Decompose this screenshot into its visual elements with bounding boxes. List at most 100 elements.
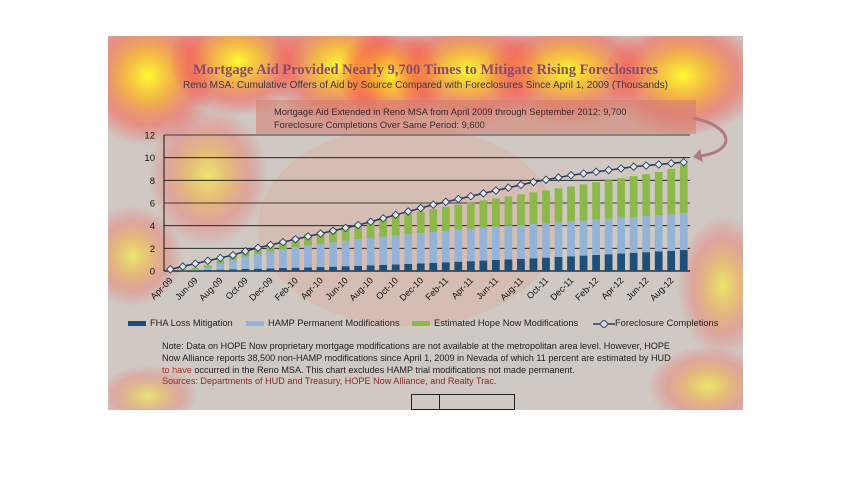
callout-arrow-head	[693, 149, 703, 162]
bar-hamp-permanent-modifications	[642, 216, 651, 253]
y-tick-label: 10	[144, 153, 155, 164]
bar-hamp-permanent-modifications	[579, 220, 588, 256]
bar-hamp-permanent-modifications	[379, 236, 388, 265]
bar-estimated-hope-now-modifications	[354, 223, 363, 240]
bar-fha-loss-mitigation	[529, 258, 538, 271]
bar-estimated-hope-now-modifications	[642, 174, 651, 217]
bar-estimated-hope-now-modifications	[629, 176, 638, 217]
bar-hamp-permanent-modifications	[554, 222, 563, 257]
x-tick-label: Aug-12	[648, 275, 676, 303]
bar-fha-loss-mitigation	[416, 263, 425, 271]
bar-hamp-permanent-modifications	[404, 234, 413, 264]
foreclosure-point	[641, 161, 651, 170]
bar-hamp-permanent-modifications	[617, 217, 626, 254]
note-line-2: Now Alliance reports 38,500 non-HAMP mod…	[162, 352, 671, 363]
foreclosure-point	[466, 191, 476, 201]
foreclosure-point	[165, 264, 175, 274]
x-tick-label: Jun-12	[624, 275, 651, 302]
bar-fha-loss-mitigation	[629, 252, 638, 271]
x-tick-label: Jun-09	[173, 275, 200, 302]
bar-fha-loss-mitigation	[554, 256, 563, 271]
bar-hamp-permanent-modifications	[354, 239, 363, 266]
bar-fha-loss-mitigation	[354, 265, 363, 271]
bar-estimated-hope-now-modifications	[404, 213, 413, 235]
bar-hamp-permanent-modifications	[479, 227, 488, 261]
foreclosure-point	[216, 253, 225, 263]
bar-hamp-permanent-modifications	[416, 233, 425, 264]
bar-estimated-hope-now-modifications	[504, 196, 513, 226]
foreclosure-point	[529, 177, 538, 187]
bar-estimated-hope-now-modifications	[379, 218, 388, 237]
bar-hamp-permanent-modifications	[329, 242, 337, 267]
bar-hamp-permanent-modifications	[529, 224, 538, 259]
legend-item-fha: FHA Loss Mitigation	[128, 318, 233, 328]
foreclosure-point	[341, 223, 350, 233]
bar-fha-loss-mitigation	[654, 251, 663, 271]
bar-hamp-permanent-modifications	[592, 219, 600, 255]
bar-hamp-permanent-modifications	[391, 235, 400, 265]
bar-fha-loss-mitigation	[679, 250, 688, 271]
legend-swatch-fha	[128, 321, 146, 327]
foreclosure-point	[541, 175, 551, 185]
legend-item-hopenow: Estimated Hope Now Modifications	[412, 318, 578, 328]
bar-estimated-hope-now-modifications	[203, 265, 212, 268]
x-tick-label: Oct-10	[374, 275, 400, 301]
bar-estimated-hope-now-modifications	[466, 202, 475, 229]
bar-fha-loss-mitigation	[441, 262, 450, 271]
foreclosure-point	[228, 250, 238, 260]
bar-fha-loss-mitigation	[191, 270, 200, 271]
x-tick-label: Aug-09	[197, 275, 225, 303]
bar-hamp-permanent-modifications	[366, 237, 375, 266]
bar-fha-loss-mitigation	[341, 266, 350, 271]
x-tick-label: Aug-11	[498, 275, 525, 302]
footnote: Note: Data on HOPE Now proprietary mortg…	[162, 341, 682, 388]
bar-fha-loss-mitigation	[291, 267, 300, 271]
bar-estimated-hope-now-modifications	[429, 209, 438, 232]
bar-fha-loss-mitigation	[604, 254, 613, 271]
legend-label-foreclosures: Foreclosure Completions	[615, 318, 719, 328]
bar-fha-loss-mitigation	[454, 261, 463, 271]
bar-estimated-hope-now-modifications	[604, 180, 613, 219]
callout-box: Mortgage Aid Extended in Reno MSA from A…	[256, 100, 696, 134]
bar-hamp-permanent-modifications	[429, 231, 438, 263]
note-line-1: Note: Data on HOPE Now proprietary mortg…	[162, 341, 670, 351]
bar-estimated-hope-now-modifications	[416, 211, 425, 234]
x-tick-label: Dec-10	[398, 275, 426, 303]
bar-estimated-hope-now-modifications	[454, 204, 463, 230]
bar-estimated-hope-now-modifications	[517, 194, 525, 225]
foreclosure-point	[203, 256, 213, 266]
note-sources: Sources: Departments of HUD and Treasury…	[162, 376, 497, 387]
bar-fha-loss-mitigation	[404, 263, 413, 271]
bar-hamp-permanent-modifications	[304, 245, 312, 268]
foreclosure-point	[366, 217, 375, 227]
bar-fha-loss-mitigation	[304, 267, 312, 271]
bar-fha-loss-mitigation	[479, 260, 488, 271]
foreclosure-point	[566, 170, 576, 180]
foreclosure-point	[178, 262, 188, 271]
bar-hamp-permanent-modifications	[504, 225, 513, 260]
x-tick-label: Apr-09	[149, 275, 175, 301]
bar-estimated-hope-now-modifications	[542, 190, 550, 224]
bar-fha-loss-mitigation	[266, 268, 275, 271]
x-tick-label: Oct-11	[525, 275, 551, 301]
bar-hamp-permanent-modifications	[241, 256, 250, 269]
foreclosure-point	[428, 200, 438, 210]
y-tick-label: 8	[150, 176, 155, 187]
foreclosure-point	[303, 232, 313, 241]
foreclosure-point	[353, 220, 363, 230]
x-tick-label: Apr-11	[450, 275, 476, 301]
legend: FHA Loss Mitigation HAMP Permanent Modif…	[128, 318, 738, 332]
bar-fha-loss-mitigation	[667, 250, 676, 271]
bar-hamp-permanent-modifications	[266, 251, 275, 269]
bar-fha-loss-mitigation	[241, 268, 250, 271]
bar-estimated-hope-now-modifications	[479, 200, 488, 228]
x-tick-label: Apr-12	[599, 275, 625, 301]
bar-fha-loss-mitigation	[429, 262, 438, 271]
note-line-3: to have occurred in the Reno MSA. This c…	[162, 365, 682, 377]
bar-estimated-hope-now-modifications	[491, 198, 500, 227]
bar-fha-loss-mitigation	[366, 265, 375, 271]
bar-hamp-permanent-modifications	[604, 218, 613, 255]
x-tick-label: Feb-10	[273, 275, 300, 302]
bar-hamp-permanent-modifications	[517, 224, 525, 259]
x-tick-label: Oct-09	[224, 275, 250, 301]
